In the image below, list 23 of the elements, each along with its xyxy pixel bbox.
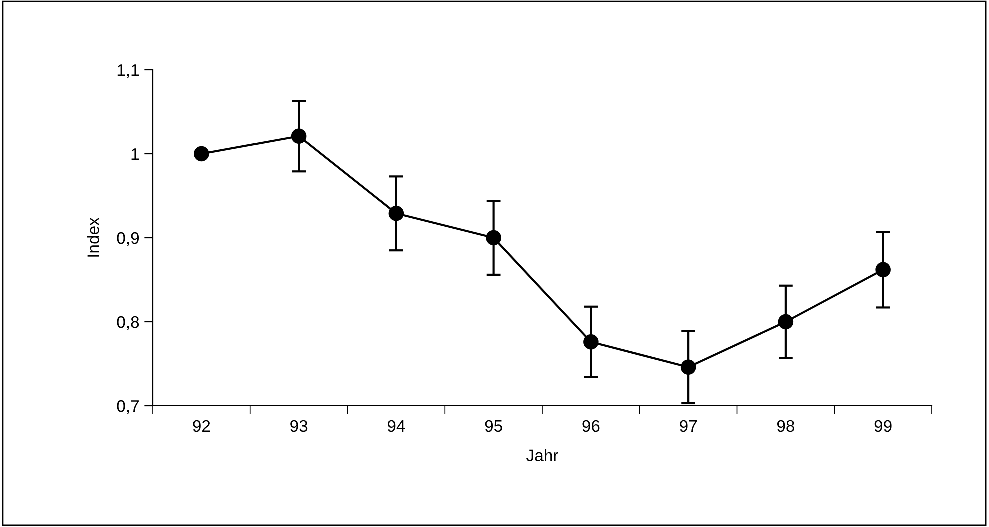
x-tick-label: 93: [290, 420, 308, 432]
y-axis-title: Index: [87, 218, 100, 257]
point: [194, 146, 210, 162]
y-tick-label: 0,8: [117, 316, 140, 330]
x-axis-title: Jahr: [526, 449, 558, 462]
x-tick-label: 95: [485, 420, 502, 432]
y-tick-label: 1: [132, 148, 139, 160]
point: [486, 230, 502, 246]
point: [291, 128, 307, 144]
point: [388, 206, 404, 222]
x-tick-label: 92: [193, 420, 210, 432]
point: [778, 314, 794, 330]
x-tick-label: 96: [582, 420, 600, 432]
point: [680, 360, 696, 375]
y-tick-label: 0,7: [117, 400, 139, 414]
x-tick-label: 94: [388, 420, 406, 432]
point: [584, 334, 599, 350]
x-tick-label: 98: [777, 420, 794, 432]
point: [876, 262, 891, 278]
y-tick-label: 1,1: [118, 64, 139, 78]
x-tick-label: 99: [874, 420, 892, 432]
x-tick-label: 97: [680, 420, 697, 432]
y-tick-label: 0,9: [117, 232, 140, 246]
